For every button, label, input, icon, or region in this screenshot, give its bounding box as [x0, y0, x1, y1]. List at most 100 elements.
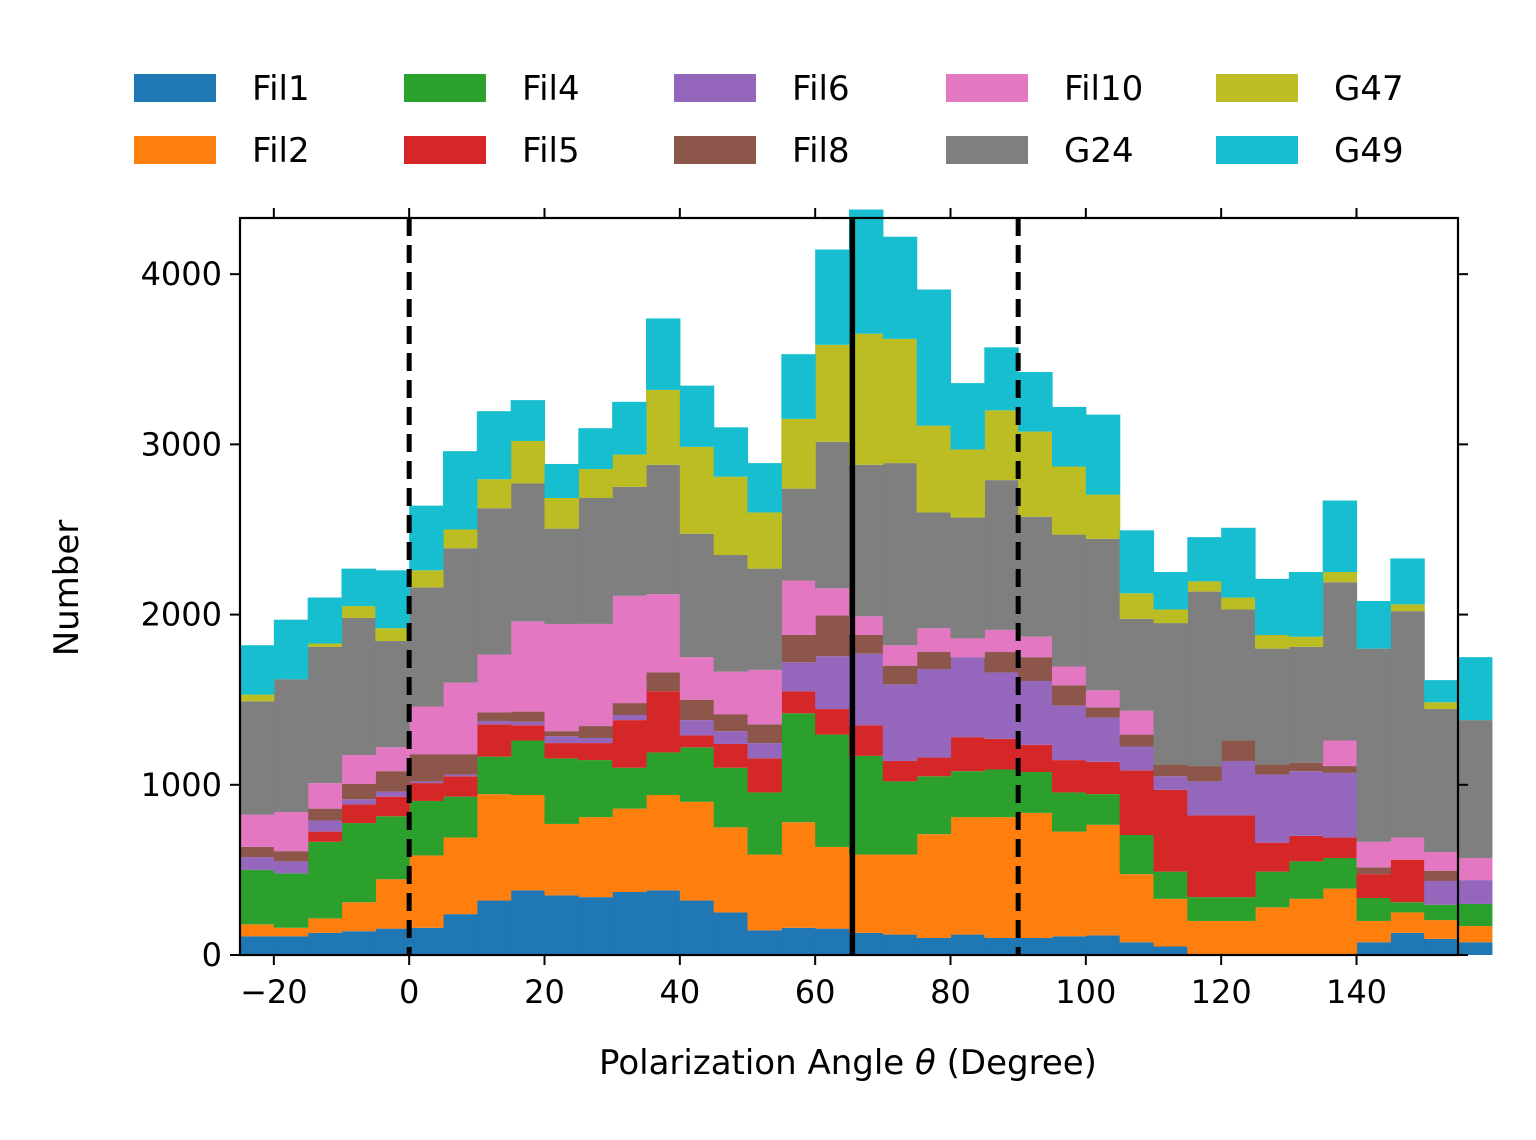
bar-fil2-bin-24: [1052, 831, 1087, 937]
bar-fil8-bin-33: [1356, 867, 1391, 875]
bar-g49-bin-9: [544, 463, 579, 498]
bar-g24-bin-6: [443, 548, 478, 683]
bar-fil5-bin-6: [443, 776, 478, 797]
bar-fil8-bin-30: [1255, 764, 1290, 775]
bar-g49-bin-25: [1085, 414, 1121, 495]
bar-g47-bin-31: [1288, 636, 1324, 647]
bar-fil5-bin-21: [950, 737, 985, 772]
bar-g49-bin-4: [375, 570, 410, 629]
bar-fil5-bin-4: [375, 796, 410, 817]
bar-fil10-bin-7: [476, 654, 512, 713]
axes: −20 0 20 40 60 80 100 120 140 0 1000 2000 3000 4000: [141, 208, 1468, 1011]
bar-fil1-bin-25: [1085, 935, 1121, 955]
bar-g24-bin-36: [1458, 720, 1493, 858]
bar-fil1-bin-16: [781, 927, 816, 955]
reference-lines: [406, 218, 1021, 955]
bar-fil5-bin-3: [341, 804, 376, 824]
bar-g24-bin-33: [1356, 648, 1391, 842]
bar-fil4-bin-10: [578, 760, 613, 818]
legend-item-fil1: Fil1: [134, 69, 310, 109]
x-tick-label: 100: [1055, 973, 1116, 1011]
bar-fil2-bin-32: [1322, 888, 1358, 955]
bar-fil2-bin-1: [273, 927, 309, 937]
bar-g49-bin-13: [679, 385, 715, 447]
bar-g49-bin-19: [882, 236, 918, 339]
bar-fil10-bin-25: [1085, 690, 1121, 708]
bar-fil10-bin-14: [713, 671, 749, 715]
bar-fil8-bin-28: [1187, 766, 1222, 782]
bar-fil8-bin-1: [273, 851, 309, 862]
bar-fil2-bin-6: [443, 837, 478, 915]
legend-label: G47: [1334, 69, 1404, 109]
bar-fil2-bin-12: [646, 795, 681, 891]
bar-fil8-bin-24: [1052, 685, 1087, 706]
bar-fil4-bin-2: [307, 841, 343, 919]
bar-fil2-bin-3: [341, 902, 376, 932]
bar-fil2-bin-21: [950, 817, 985, 935]
bar-fil5-bin-17: [815, 709, 850, 735]
bar-fil4-bin-5: [409, 800, 444, 856]
bar-fil8-bin-8: [510, 711, 546, 722]
bar-fil5-bin-5: [409, 783, 444, 801]
bar-g47-bin-7: [476, 479, 512, 509]
bar-fil5-bin-8: [510, 725, 546, 741]
bar-fil10-bin-9: [544, 623, 579, 732]
bar-fil1-bin-4: [375, 928, 410, 955]
bar-fil2-bin-8: [510, 795, 546, 891]
bar-fil1-bin-11: [612, 892, 647, 955]
bar-fil10-bin-21: [950, 638, 985, 658]
bar-g47-bin-15: [747, 512, 782, 569]
bar-fil8-bin-2: [307, 808, 343, 821]
bar-g47-bin-14: [713, 476, 749, 556]
bar-fil10-bin-0: [240, 814, 275, 847]
bar-fil6-bin-7: [476, 720, 512, 725]
bar-g47-bin-16: [781, 418, 816, 489]
bar-fil2-bin-7: [476, 794, 512, 901]
bar-fil6-bin-15: [747, 743, 782, 759]
bar-fil1-bin-14: [713, 912, 749, 955]
bar-g24-bin-1: [273, 679, 309, 813]
bar-fil1-bin-22: [984, 937, 1019, 955]
bar-fil8-bin-26: [1119, 734, 1155, 747]
bar-g24-bin-21: [950, 517, 985, 639]
bar-fil6-bin-20: [916, 669, 952, 758]
y-tick-label: 0: [202, 936, 222, 974]
bar-fil4-bin-13: [679, 747, 715, 802]
bar-g49-bin-5: [409, 505, 444, 571]
bar-fil10-bin-5: [409, 706, 444, 755]
bar-fil4-bin-9: [544, 758, 579, 824]
bar-fil8-bin-19: [882, 665, 918, 685]
bar-g24-bin-5: [409, 587, 444, 707]
bar-g47-bin-32: [1322, 572, 1358, 583]
legend-label: G49: [1334, 131, 1404, 171]
bar-fil8-bin-9: [544, 731, 579, 737]
bar-fil5-bin-22: [984, 738, 1019, 770]
x-tick-label: 20: [524, 973, 565, 1011]
bar-fil4-bin-6: [443, 796, 478, 838]
bar-fil2-bin-28: [1187, 920, 1222, 955]
bar-fil8-bin-3: [341, 783, 376, 800]
bar-fil4-bin-3: [341, 823, 376, 903]
bar-g49-bin-0: [240, 645, 275, 695]
bar-g24-bin-25: [1085, 538, 1121, 691]
bar-g49-bin-15: [747, 463, 782, 513]
bar-g24-bin-3: [341, 617, 376, 756]
bar-fil10-bin-23: [1018, 636, 1053, 658]
bar-fil1-bin-36: [1458, 942, 1493, 955]
bar-g24-bin-7: [476, 508, 512, 655]
bar-g47-bin-17: [815, 344, 850, 442]
bar-fil2-bin-25: [1085, 824, 1121, 936]
bar-fil1-bin-7: [476, 900, 512, 955]
bar-fil4-bin-26: [1119, 835, 1155, 875]
bar-fil1-bin-17: [815, 928, 850, 955]
bar-fil1-bin-13: [679, 900, 715, 955]
bar-fil8-bin-4: [375, 771, 410, 792]
bar-fil6-bin-31: [1288, 771, 1324, 836]
bar-fil8-bin-18: [849, 635, 884, 654]
series-fil6: [240, 653, 1493, 905]
bar-g47-bin-28: [1187, 581, 1222, 592]
bar-fil6-bin-28: [1187, 781, 1222, 816]
bar-fil8-bin-6: [443, 754, 478, 775]
legend-label: Fil6: [792, 69, 850, 109]
bar-fil1-bin-9: [544, 895, 579, 955]
